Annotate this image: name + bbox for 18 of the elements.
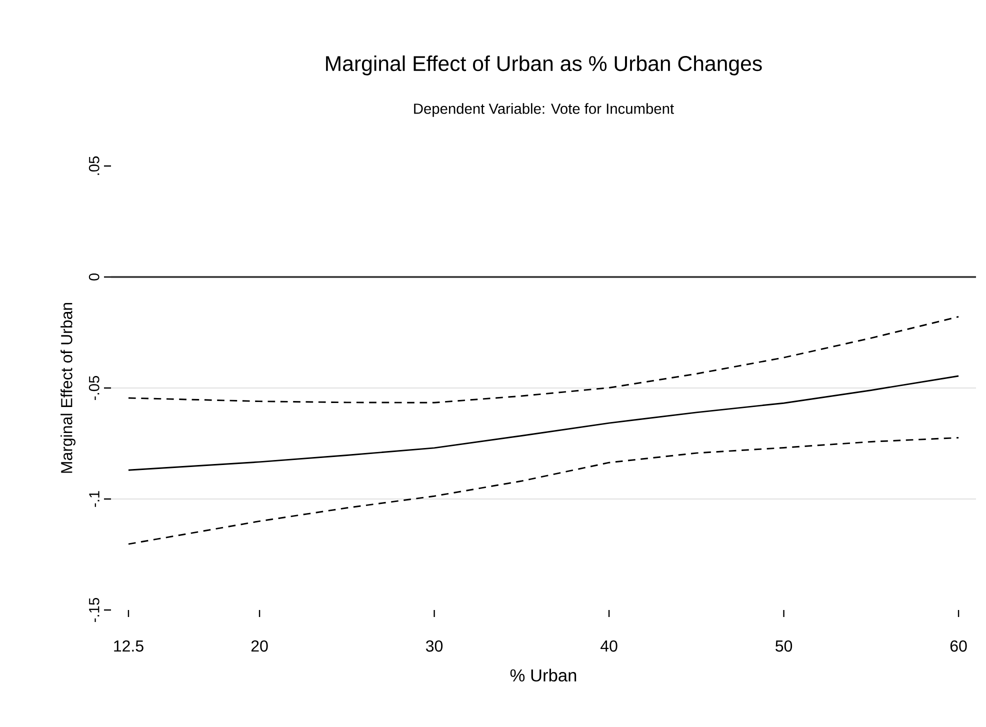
y-tick-label: -.05 (88, 376, 100, 400)
x-tick-label: 12.5 (114, 640, 144, 652)
y-axis-title: Marginal Effect of Urban (60, 302, 76, 473)
x-tick-label: 60 (950, 640, 967, 652)
y-tick-label: -.1 (89, 491, 100, 507)
chart-subtitle: Dependent Variable: Vote for Incumbent (414, 103, 674, 117)
x-axis-title: % Urban (510, 668, 576, 682)
chart-title: Marginal Effect of Urban as % Urban Changes (326, 55, 762, 76)
x-tick-label: 20 (251, 640, 268, 652)
x-tick-label: 40 (600, 640, 618, 652)
x-tick-label: 30 (426, 640, 443, 652)
y-tick-label: 0 (88, 273, 100, 280)
x-tick-label: 50 (776, 640, 792, 652)
line-series (128, 316, 960, 404)
y-tick-label: .05 (88, 156, 100, 175)
line-series (128, 436, 960, 545)
line-series (128, 375, 960, 471)
y-tick-label: -.15 (89, 598, 100, 622)
